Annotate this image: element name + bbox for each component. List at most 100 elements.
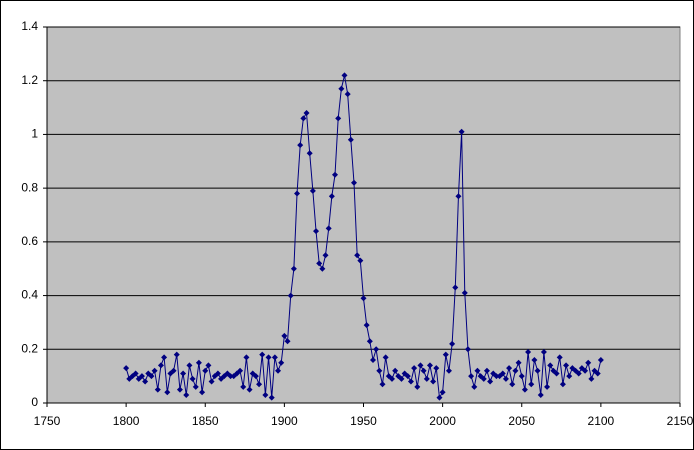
data-point xyxy=(439,389,446,396)
data-point xyxy=(521,386,528,393)
data-point xyxy=(594,370,601,377)
data-point xyxy=(506,365,513,372)
data-point xyxy=(588,375,595,382)
data-point xyxy=(423,375,430,382)
data-point xyxy=(148,373,155,380)
data-point xyxy=(240,383,247,390)
data-point xyxy=(430,378,437,385)
data-point xyxy=(369,357,376,364)
data-point xyxy=(471,383,478,390)
data-point xyxy=(388,375,395,382)
data-point xyxy=(341,72,348,79)
data-point xyxy=(442,351,449,358)
data-point xyxy=(426,362,433,369)
x-tick-label: 2100 xyxy=(588,414,615,428)
data-point xyxy=(575,370,582,377)
data-point xyxy=(157,362,164,369)
data-point xyxy=(376,367,383,374)
data-point xyxy=(265,354,272,361)
data-point xyxy=(306,150,313,157)
data-point xyxy=(420,367,427,374)
x-tick-label: 1750 xyxy=(34,414,61,428)
data-point xyxy=(322,252,329,259)
data-point xyxy=(480,375,487,382)
data-point xyxy=(347,136,354,143)
data-point xyxy=(518,373,525,380)
data-point xyxy=(407,378,414,385)
data-point xyxy=(259,351,266,358)
x-tick-label: 2150 xyxy=(667,414,694,428)
x-tick-label: 2000 xyxy=(429,414,456,428)
x-tick-label: 1850 xyxy=(192,414,219,428)
data-point xyxy=(287,292,294,299)
data-point xyxy=(559,381,566,388)
data-point xyxy=(544,383,551,390)
data-point xyxy=(373,346,380,353)
data-point xyxy=(243,354,250,361)
data-point xyxy=(585,359,592,366)
data-point xyxy=(192,383,199,390)
data-point xyxy=(123,365,130,372)
data-point xyxy=(455,193,462,200)
data-point xyxy=(537,391,544,398)
data-point xyxy=(351,179,358,186)
data-point xyxy=(297,142,304,149)
data-point xyxy=(502,375,509,382)
data-point xyxy=(404,373,411,380)
data-point xyxy=(458,128,465,135)
data-point xyxy=(547,362,554,369)
data-point xyxy=(180,370,187,377)
data-point xyxy=(553,370,560,377)
data-point xyxy=(512,367,519,374)
data-point xyxy=(335,115,342,122)
data-point xyxy=(309,187,316,194)
data-point xyxy=(528,381,535,388)
data-point xyxy=(161,354,168,361)
data-point xyxy=(313,228,320,235)
data-point xyxy=(344,91,351,98)
data-point xyxy=(246,386,253,393)
x-tick-label: 2050 xyxy=(508,414,535,428)
data-point xyxy=(132,370,139,377)
data-point xyxy=(227,373,234,380)
data-point xyxy=(414,383,421,390)
data-point xyxy=(202,367,209,374)
data-point xyxy=(556,354,563,361)
data-point xyxy=(252,373,259,380)
data-point xyxy=(499,370,506,377)
data-point xyxy=(461,289,468,296)
data-point xyxy=(303,109,310,116)
data-point xyxy=(363,322,370,329)
data-point xyxy=(515,359,522,366)
y-tick-label: 1 xyxy=(31,127,38,141)
data-point xyxy=(328,193,335,200)
y-tick-label: 0.4 xyxy=(21,288,38,302)
data-point xyxy=(468,373,475,380)
data-point xyxy=(487,378,494,385)
x-tick-label: 1800 xyxy=(113,414,140,428)
data-point xyxy=(138,373,145,380)
data-point xyxy=(449,340,456,347)
data-point xyxy=(151,367,158,374)
data-point xyxy=(411,365,418,372)
data-point xyxy=(214,370,221,377)
plot-area xyxy=(46,26,681,404)
data-point xyxy=(205,362,212,369)
data-point xyxy=(540,348,547,355)
data-point xyxy=(436,394,443,401)
data-point xyxy=(398,375,405,382)
data-point xyxy=(382,354,389,361)
data-point xyxy=(597,357,604,364)
y-tick-label: 1.4 xyxy=(21,19,38,33)
data-point xyxy=(170,367,177,374)
data-point xyxy=(445,367,452,374)
data-point xyxy=(474,367,481,374)
data-point xyxy=(464,346,471,353)
data-point xyxy=(199,389,206,396)
data-point xyxy=(354,252,361,259)
data-point xyxy=(534,367,541,374)
data-point xyxy=(493,373,500,380)
x-tick-label: 1950 xyxy=(350,414,377,428)
data-point xyxy=(271,354,278,361)
